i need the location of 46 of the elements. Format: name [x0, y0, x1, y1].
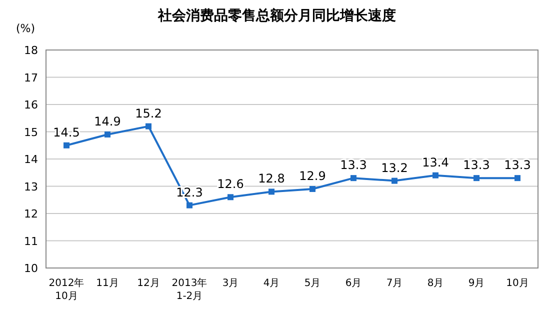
point: [64, 142, 70, 148]
data-label: 13.3: [463, 158, 490, 172]
point: [310, 186, 316, 192]
point: [350, 175, 356, 182]
y-tick-label: 16: [24, 98, 38, 112]
x-tick-label: 5月: [304, 278, 321, 289]
point: [228, 194, 234, 200]
data-label: 14.5: [53, 125, 80, 140]
point: [104, 131, 110, 138]
x-tick-label: 11月: [96, 278, 119, 289]
x-tick-label: 10月: [506, 278, 529, 289]
y-tick-label: 15: [24, 126, 38, 139]
point: [514, 175, 520, 182]
y-tick-label: 11: [24, 234, 38, 248]
x-tick-label: 9月: [468, 278, 485, 289]
x-tick-label: 2013年 1-2月: [172, 277, 208, 302]
data-label: 14.9: [94, 114, 121, 128]
x-tick-label: 3月: [222, 278, 239, 289]
y-tick-label: 13: [24, 180, 38, 194]
data-label: 13.3: [504, 158, 531, 172]
data-label: 12.6: [217, 177, 244, 192]
data-label: 13.3: [340, 158, 367, 172]
chart-title: 社会消费品零售总额分月同比增长速度: [157, 7, 396, 24]
data-label: 12.9: [299, 168, 326, 183]
y-tick-label: 14: [24, 153, 38, 166]
y-tick-label: 12: [24, 208, 38, 220]
data-label: 15.2: [135, 106, 162, 120]
point: [432, 172, 438, 178]
data-label: 13.4: [422, 155, 449, 170]
x-tick-label: 12月: [137, 278, 160, 289]
data-label: 13.2: [381, 160, 408, 175]
y-tick-label: 18: [24, 44, 38, 57]
x-tick-label: 6月: [345, 278, 362, 289]
point: [186, 202, 192, 208]
y-tick-label: 10: [24, 262, 38, 275]
x-tick-label: 7月: [386, 278, 403, 289]
y-tick-label: 17: [24, 71, 38, 84]
x-tick-label: 2012年 10月: [48, 277, 84, 302]
data-label: 12.8: [258, 172, 285, 186]
point: [146, 123, 152, 130]
x-tick-label: 8月: [427, 278, 444, 289]
point: [268, 188, 274, 195]
y-axis-title: (%): [16, 22, 36, 35]
x-tick-label: 4月: [263, 278, 280, 289]
point: [392, 178, 398, 184]
point: [474, 175, 480, 182]
